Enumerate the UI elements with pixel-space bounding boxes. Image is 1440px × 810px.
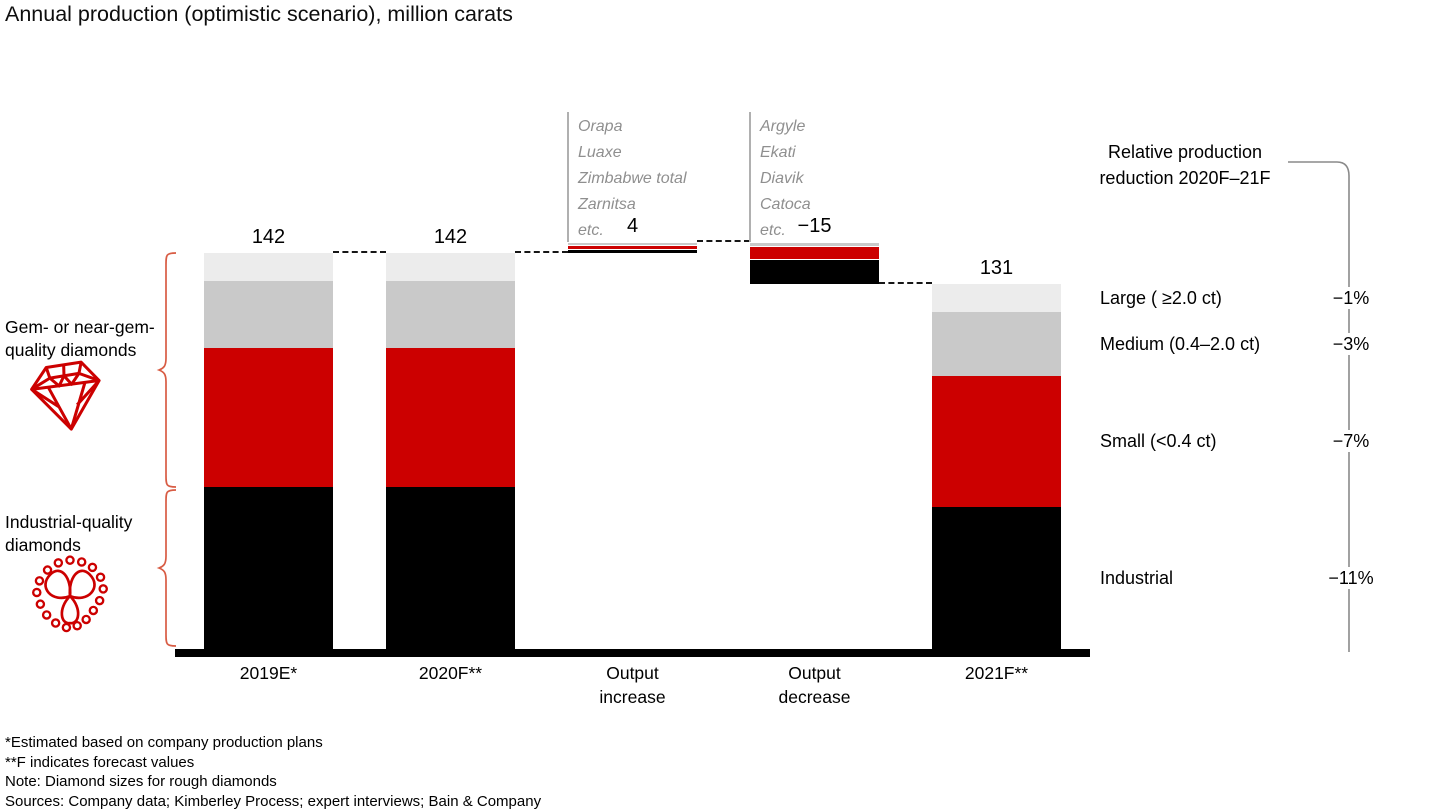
bar-segment-small-output-decrease <box>750 245 879 259</box>
axis-label-2019e: 2019E* <box>189 661 349 685</box>
bar-segment-medium-output-decrease <box>750 241 879 246</box>
gem-quality-label: Gem- or near-gem- quality diamonds <box>5 316 155 362</box>
bar-segment-industrial-2020f <box>386 487 515 649</box>
mine-name: etc. <box>760 222 786 239</box>
industrial-quality-label-line2: diamonds <box>5 535 81 555</box>
bar-segment-small-2021f <box>932 375 1061 507</box>
right-panel-header-line1: Relative production <box>1107 142 1263 162</box>
annotation-leader-line-output-increase <box>567 112 569 242</box>
bar-segment-medium-2020f <box>386 280 515 348</box>
bar-segment-medium-2019e <box>204 280 333 348</box>
mine-name: Orapa <box>578 118 623 135</box>
axis-label-output-increase: Output increase <box>553 661 713 709</box>
mine-name: Luaxe <box>578 144 622 161</box>
bar-segment-small-output-increase <box>568 244 697 249</box>
annotation-leader-line-output-decrease <box>749 112 751 242</box>
axis-label-line: decrease <box>778 687 851 707</box>
axis-label-line: 2019E* <box>239 663 298 683</box>
value-label-output-decrease: −15 <box>797 214 832 237</box>
axis-label-line: 2021F** <box>964 663 1029 683</box>
axis-label-2021f: 2021F** <box>917 661 1077 685</box>
bar-segment-large-2021f <box>932 283 1061 312</box>
right-panel-header: Relative production reduction 2020F–21F <box>1080 139 1290 191</box>
bar-segment-industrial-output-decrease <box>750 258 879 284</box>
footnote-sources: Sources: Company data; Kimberley Process… <box>5 792 542 810</box>
page-title: Annual production (optimistic scenario),… <box>5 2 513 26</box>
value-label-2019e: 142 <box>251 225 286 248</box>
bar-segment-small-2019e <box>204 347 333 488</box>
value-label-2020f: 142 <box>433 225 468 248</box>
axis-label-line: Output <box>606 663 659 683</box>
mine-name: Catoca <box>760 196 811 213</box>
axis-label-2020f: 2020F** <box>371 661 531 685</box>
bar-segment-industrial-output-increase <box>568 248 697 253</box>
reduction-value-small: −7% <box>1328 430 1374 453</box>
reduction-value-large: −1% <box>1328 286 1374 309</box>
rough-diamond-icon <box>32 555 108 633</box>
bar-segment-medium-output-increase <box>568 241 697 245</box>
value-label-2021f: 131 <box>979 256 1014 279</box>
bar-segment-small-2020f <box>386 347 515 488</box>
gem-quality-label-line2: quality diamonds <box>5 340 137 360</box>
bar-segment-large-2019e <box>204 252 333 281</box>
dashed-connector-level-146 <box>697 239 750 242</box>
dashed-connector-level-142 <box>333 250 386 253</box>
x-axis-line <box>175 649 1090 657</box>
size-category-label-small: Small (<0.4 ct) <box>1100 431 1217 452</box>
size-category-label-large: Large ( ≥2.0 ct) <box>1100 287 1222 308</box>
annotation-mines-output-increase: Orapa Luaxe Zimbabwe total Zarnitsa etc. <box>578 114 687 244</box>
footnote-forecast: **F indicates forecast values <box>5 753 195 771</box>
reduction-value-medium: −3% <box>1328 332 1374 355</box>
mine-name: Argyle <box>760 118 806 135</box>
mine-name: Zarnitsa <box>578 196 636 213</box>
dashed-connector-level-131 <box>879 281 932 284</box>
mine-name: etc. <box>578 222 604 239</box>
gem-quality-label-line1: Gem- or near-gem- <box>5 317 155 337</box>
mine-name: Diavik <box>760 170 804 187</box>
cut-diamond-icon <box>30 360 101 431</box>
bar-segment-industrial-2019e <box>204 487 333 649</box>
value-label-output-increase: 4 <box>626 214 639 237</box>
industrial-quality-label: Industrial-quality diamonds <box>5 511 132 557</box>
mine-name: Ekati <box>760 144 796 161</box>
bar-segment-large-2020f <box>386 252 515 281</box>
size-category-label-medium: Medium (0.4–2.0 ct) <box>1100 333 1261 354</box>
bar-segment-medium-2021f <box>932 311 1061 376</box>
right-panel-header-line2: reduction 2020F–21F <box>1099 168 1271 188</box>
axis-label-output-decrease: Output decrease <box>735 661 895 709</box>
axis-label-line: 2020F** <box>418 663 483 683</box>
annotation-mines-output-decrease: Argyle Ekati Diavik Catoca etc. <box>760 114 811 244</box>
footnotes: *Estimated based on company production p… <box>5 733 541 810</box>
dashed-connector-level-142 <box>515 250 568 253</box>
axis-label-line: Output <box>788 663 841 683</box>
footnote-estimated: *Estimated based on company production p… <box>5 734 323 751</box>
axis-label-line: increase <box>599 687 666 707</box>
size-category-label-industrial: Industrial <box>1100 567 1174 588</box>
bar-segment-industrial-2021f <box>932 506 1061 649</box>
reduction-value-industrial: −11% <box>1324 566 1378 589</box>
footnote-note: Note: Diamond sizes for rough diamonds <box>5 773 277 790</box>
industrial-quality-label-line1: Industrial-quality <box>5 512 133 532</box>
mine-name: Zimbabwe total <box>578 170 687 187</box>
